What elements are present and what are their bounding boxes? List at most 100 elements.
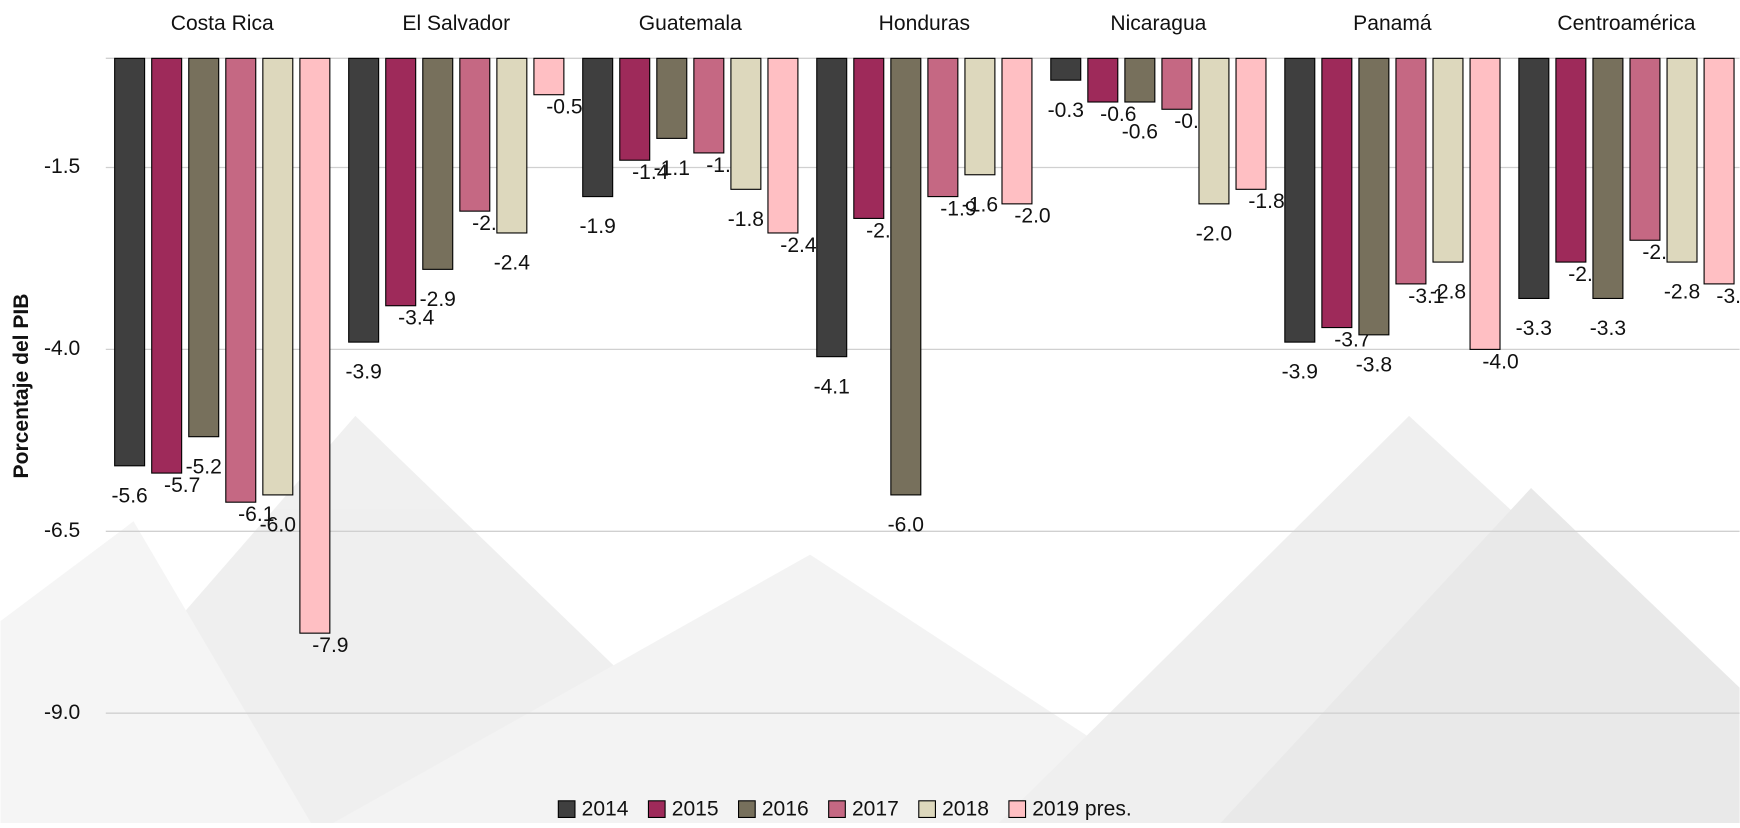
bar	[693, 57, 725, 154]
bar	[1001, 57, 1033, 205]
bar	[459, 57, 491, 212]
data-label: -0.3	[1048, 99, 1084, 122]
bar	[262, 57, 294, 496]
legend-swatch	[918, 800, 936, 819]
data-label: -1.9	[940, 197, 976, 220]
bar	[730, 57, 762, 190]
bar	[1395, 57, 1427, 285]
data-label: -3.8	[1356, 353, 1392, 376]
legend-label: 2015	[672, 797, 719, 820]
bar	[1161, 57, 1193, 110]
data-label: -7.9	[312, 634, 348, 657]
category-label: Panamá	[1353, 12, 1432, 35]
bar	[927, 57, 959, 198]
legend-swatch	[557, 800, 576, 819]
legend-label: 2019 pres.	[1032, 797, 1132, 820]
bar	[1235, 57, 1267, 190]
bar	[964, 57, 996, 176]
data-label: -3.9	[346, 361, 382, 384]
bar	[890, 57, 922, 496]
bar	[188, 57, 220, 438]
bar	[348, 57, 380, 343]
data-label: -1.8	[728, 208, 764, 231]
data-label: -1.9	[580, 215, 616, 238]
data-label: -1.4	[632, 161, 669, 184]
data-label: -3.4	[398, 307, 435, 330]
bar	[619, 57, 651, 161]
data-label: -3.9	[1282, 361, 1318, 384]
bar	[114, 57, 146, 467]
data-label: -6.0	[260, 514, 296, 537]
legend-swatch	[828, 800, 846, 819]
legend-swatch	[1008, 800, 1027, 819]
data-label: -2.4	[494, 252, 531, 275]
bar	[1432, 57, 1464, 263]
data-label: -0.6	[1122, 121, 1158, 144]
bar	[422, 57, 454, 270]
bar	[1518, 57, 1550, 300]
bar	[853, 57, 885, 219]
bar	[533, 57, 565, 96]
data-label: -2.9	[420, 288, 456, 311]
bar	[299, 57, 331, 634]
data-label: -3.1	[1408, 285, 1444, 308]
y-axis-title: Porcentaje del PIB	[10, 294, 33, 479]
bar	[1358, 57, 1390, 336]
bar	[582, 57, 614, 198]
bar	[1087, 57, 1119, 103]
legend-label: 2016	[762, 797, 809, 820]
category-label: Costa Rica	[171, 12, 274, 35]
category-label: Honduras	[879, 12, 970, 35]
category-label: Guatemala	[639, 12, 742, 35]
data-label: -2.8	[1430, 281, 1466, 304]
legend-label: 2017	[852, 797, 899, 820]
bar	[1555, 57, 1587, 263]
bar	[656, 57, 688, 139]
legend-label: 2018	[942, 797, 989, 820]
data-label: -2.0	[1014, 205, 1050, 228]
data-label: -3.1	[1716, 285, 1740, 308]
bar	[767, 57, 799, 234]
y-tick-label: -6.5	[44, 519, 80, 542]
bar	[1124, 57, 1156, 103]
legend-swatch	[738, 800, 756, 819]
data-label: -5.6	[111, 484, 147, 507]
bar	[225, 57, 257, 503]
data-label: -2.8	[1664, 281, 1700, 304]
y-tick-label: -9.0	[44, 701, 80, 724]
data-label: -3.3	[1590, 317, 1626, 340]
data-label: -6.0	[888, 514, 924, 537]
bar	[1592, 57, 1624, 300]
y-tick-label: -1.5	[44, 155, 80, 178]
data-label: -1.8	[1248, 190, 1284, 213]
bar	[1321, 57, 1353, 329]
bar	[1198, 57, 1230, 205]
bar	[1050, 57, 1082, 81]
category-label: Nicaragua	[1110, 12, 1206, 35]
data-label: -5.2	[186, 455, 222, 478]
bar	[1629, 57, 1661, 241]
bar	[1469, 57, 1501, 350]
category-label: Centroamérica	[1557, 12, 1695, 35]
bar	[1284, 57, 1316, 343]
data-label: -1.1	[654, 157, 690, 180]
bar	[385, 57, 417, 307]
data-label: -0.5	[546, 96, 582, 119]
bar	[816, 57, 848, 358]
data-label: -2.0	[1196, 222, 1232, 245]
y-tick-label: -4.0	[44, 337, 80, 360]
legend-swatch	[647, 800, 666, 819]
data-label: -6.1	[238, 503, 274, 526]
legend-label: 2014	[582, 797, 629, 820]
data-label: -3.3	[1516, 317, 1552, 340]
data-label: -4.0	[1482, 350, 1518, 373]
data-label: -1.6	[962, 193, 998, 216]
bar	[151, 57, 183, 474]
bar	[1703, 57, 1735, 285]
bar	[1666, 57, 1698, 263]
data-label: -0.6	[1100, 103, 1136, 126]
data-label: -2.4	[780, 234, 817, 257]
category-label: El Salvador	[402, 12, 510, 35]
background-pattern	[0, 415, 1740, 823]
